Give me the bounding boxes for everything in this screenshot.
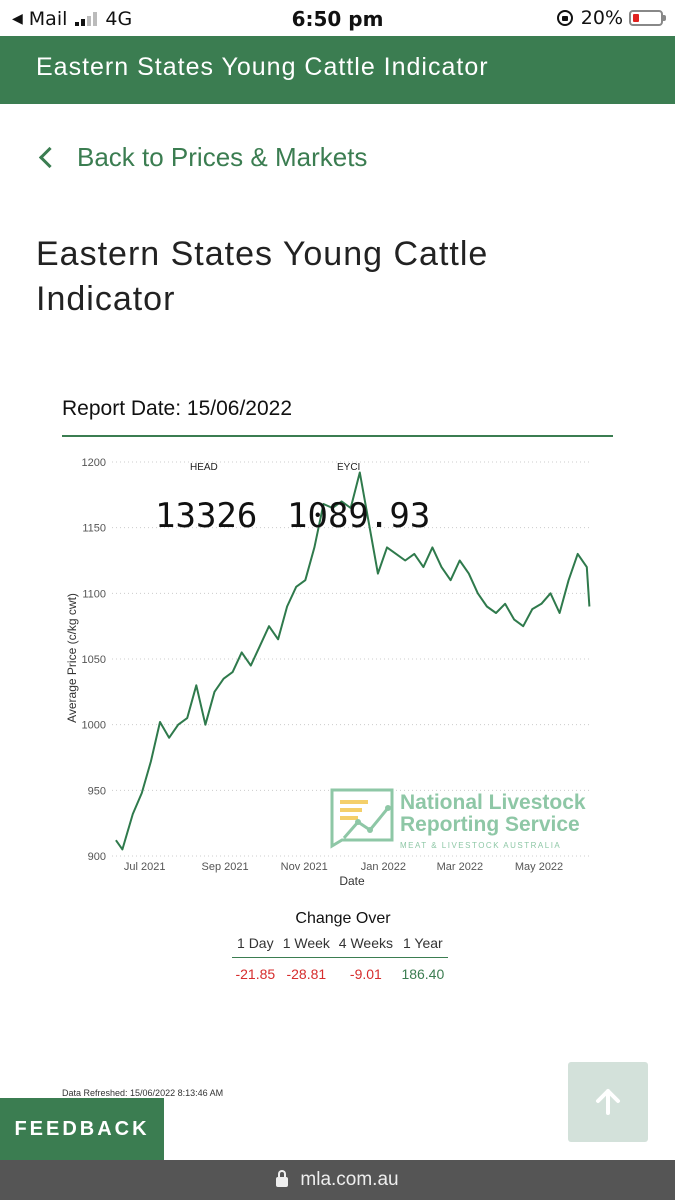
x-axis-ticks: Jul 2021 Sep 2021 Nov 2021 Jan 2022 Mar 2022…: [124, 861, 563, 873]
x-axis-label: Date: [339, 874, 365, 888]
change-header-1-week: 1 Week: [278, 935, 335, 958]
x-tick-label: Sep 2021: [202, 861, 249, 873]
eyci-series-line: [115, 471, 591, 851]
orientation-lock-icon: [556, 10, 573, 26]
x-tick-label: Jul 2021: [124, 861, 166, 873]
x-tick-label: Nov 2021: [281, 861, 328, 873]
back-link-label: Back to Prices & Markets: [77, 142, 368, 172]
y-axis-label: Average Price (c/kg cwt): [65, 593, 79, 723]
watermark-line1: National Livestock: [400, 791, 586, 814]
battery-percent: 20%: [580, 7, 623, 29]
report-date: Report Date: 15/06/2022: [62, 397, 292, 420]
report-divider: [62, 435, 613, 437]
change-header-1-year: 1 Year: [397, 935, 448, 958]
back-arrow-icon: ◀: [12, 11, 23, 27]
change-value-1-week: -28.81: [286, 966, 327, 982]
browser-url-bar[interactable]: mla.com.au: [0, 1160, 675, 1200]
scroll-to-top-button[interactable]: [568, 1062, 648, 1142]
header-title: Eastern States Young Cattle Indicator: [36, 53, 489, 81]
y-tick-label: 1100: [82, 588, 106, 600]
y-axis-ticks: 900 950 1000 1050 1100 1150 1200: [82, 457, 106, 863]
change-table: 1 Day 1 Week 4 Weeks 1 Year -21.85 -28.8…: [232, 935, 448, 982]
y-tick-label: 1200: [82, 457, 106, 469]
y-tick-label: 950: [88, 785, 106, 797]
change-over-title: Change Over: [295, 910, 391, 927]
price-chart: 900 950 1000 1050 1100 1150 1200 Jul 2021 Sep 2…: [65, 457, 592, 888]
change-value-1-year: 186.40: [401, 966, 445, 982]
signal-icon: [75, 12, 99, 26]
head-label: HEAD: [190, 462, 218, 473]
back-to-prices-link[interactable]: Back to Prices & Markets: [36, 142, 367, 173]
x-tick-label: May 2022: [515, 861, 563, 873]
chart-grid: [112, 461, 592, 857]
x-tick-label: Mar 2022: [437, 861, 483, 873]
head-value: 13326: [155, 496, 257, 536]
battery-icon: [629, 10, 666, 26]
eyci-label: EYCI: [337, 462, 360, 473]
data-refreshed: Data Refreshed: 15/06/2022 8:13:46 AM: [62, 1088, 224, 1098]
change-value-1-day: -21.85: [235, 966, 276, 982]
y-tick-label: 1000: [82, 720, 106, 732]
chevron-left-icon: [38, 146, 61, 169]
arrow-up-icon: [596, 1089, 620, 1115]
network-label: 4G: [105, 8, 133, 30]
padlock-icon: [276, 1170, 289, 1187]
change-header-1-day: 1 Day: [232, 935, 279, 958]
x-tick-label: Jan 2022: [361, 861, 406, 873]
status-right: 20%: [556, 7, 666, 29]
watermark-line3: MEAT & LIVESTOCK AUSTRALIA: [400, 841, 561, 850]
y-tick-label: 900: [88, 851, 106, 863]
feedback-button[interactable]: FEEDBACK: [0, 1098, 164, 1160]
page-title: Eastern States Young Cattle Indicator: [36, 235, 489, 318]
status-bar: ◀ Mail 4G 6:50 pm 20%: [0, 0, 675, 36]
status-left[interactable]: ◀ Mail 4G: [12, 8, 132, 30]
y-tick-label: 1050: [82, 654, 106, 666]
y-tick-label: 1150: [82, 523, 106, 535]
change-value-row: -21.85 -28.81 -9.01 186.40: [232, 958, 448, 982]
clock: 6:50 pm: [291, 7, 384, 31]
site-header: Eastern States Young Cattle Indicator: [0, 36, 675, 104]
change-header-row: 1 Day 1 Week 4 Weeks 1 Year: [232, 935, 448, 958]
watermark-line2: Reporting Service: [400, 813, 580, 836]
change-header-4-weeks: 4 Weeks: [334, 935, 398, 958]
url-text: mla.com.au: [300, 1169, 399, 1190]
eyci-value: 1089.93: [287, 496, 430, 536]
change-value-4-weeks: -9.01: [349, 966, 382, 982]
back-app-label: Mail: [28, 8, 68, 30]
nlrs-watermark: National Livestock Reporting Service MEA…: [330, 788, 586, 850]
nlrs-logo-icon: [330, 788, 394, 849]
